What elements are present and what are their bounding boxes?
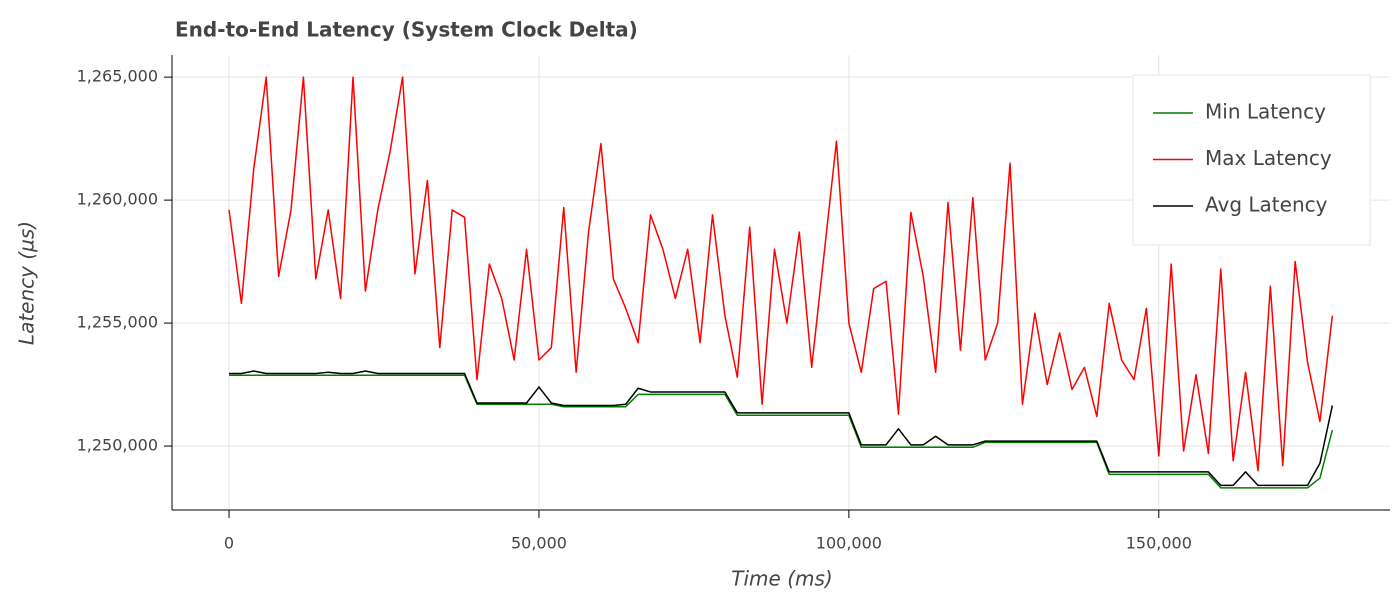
x-axis-title: Time (ms) — [731, 567, 832, 591]
y-tick-label: 1,265,000 — [77, 67, 158, 86]
data-line — [229, 370, 1334, 487]
y-tick-label: 1,250,000 — [77, 436, 158, 455]
legend-label: Avg Latency — [1205, 193, 1328, 217]
data-line — [228, 76, 1334, 472]
y-tick-label: 1,260,000 — [77, 190, 158, 209]
x-tick-label: 50,000 — [511, 534, 567, 553]
x-tick-label: 150,000 — [1126, 534, 1192, 553]
chart-title: End-to-End Latency (System Clock Delta) — [175, 18, 638, 42]
legend-label: Min Latency — [1205, 100, 1326, 124]
x-tick-label: 0 — [224, 534, 234, 553]
data-line — [229, 374, 1334, 489]
y-axis-title: Latency (µs) — [15, 221, 39, 345]
x-tick-label: 100,000 — [816, 534, 882, 553]
y-tick-label: 1,255,000 — [77, 313, 158, 332]
legend-label: Max Latency — [1205, 146, 1332, 170]
